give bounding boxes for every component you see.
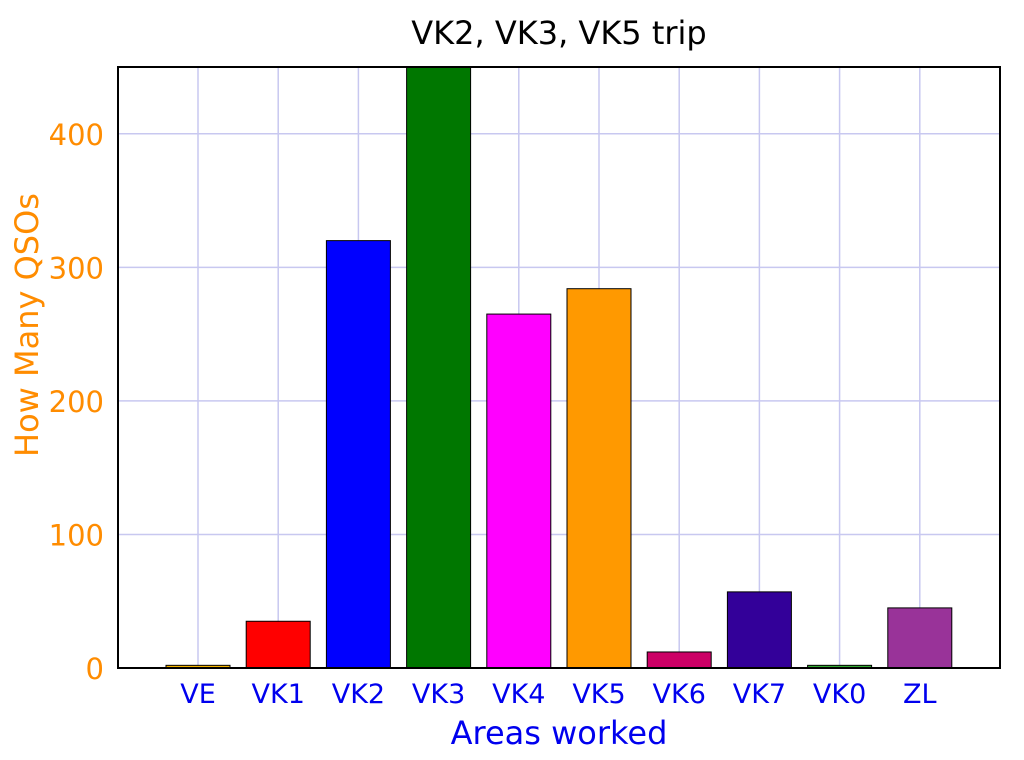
x-tick-label-vk5: VK5	[572, 679, 625, 710]
y-axis-label: How Many QSOs	[8, 193, 46, 457]
plot-frame	[117, 66, 1001, 669]
x-tick-label-ve: VE	[180, 679, 216, 710]
x-tick-label-zl: ZL	[903, 679, 937, 710]
x-tick-label-vk1: VK1	[252, 679, 305, 710]
bar-zl	[887, 607, 953, 669]
x-tick-label-vk7: VK7	[733, 679, 786, 710]
y-tick-label-400: 400	[49, 118, 104, 152]
bar-vk6	[646, 651, 712, 669]
x-tick-label-vk2: VK2	[332, 679, 385, 710]
x-tick-label-vk0: VK0	[813, 679, 866, 710]
y-axis-ticks: 0 100 200 300 400	[49, 118, 104, 686]
chart-title: VK2, VK3, VK5 trip	[411, 14, 707, 52]
x-tick-label-vk3: VK3	[412, 679, 465, 710]
x-tick-label-vk6: VK6	[653, 679, 706, 710]
x-tick-label-vk4: VK4	[492, 679, 545, 710]
bars	[165, 66, 953, 669]
y-tick-label-300: 300	[49, 251, 104, 285]
y-tick-label-100: 100	[49, 518, 104, 552]
y-tick-label-200: 200	[49, 385, 104, 419]
bar-vk5	[566, 288, 632, 669]
grid-lines	[118, 67, 1000, 668]
x-axis-ticks: VE VK1 VK2 VK3 VK4 VK5 VK6 VK7 VK0 ZL	[180, 679, 936, 710]
bar-vk7	[726, 591, 792, 669]
bar-vk2	[325, 240, 391, 669]
bar-vk1	[245, 620, 311, 669]
y-tick-label-0: 0	[86, 652, 104, 686]
x-axis-label: Areas worked	[451, 714, 668, 752]
bar-vk4	[486, 313, 552, 669]
bar-vk3	[406, 66, 472, 669]
